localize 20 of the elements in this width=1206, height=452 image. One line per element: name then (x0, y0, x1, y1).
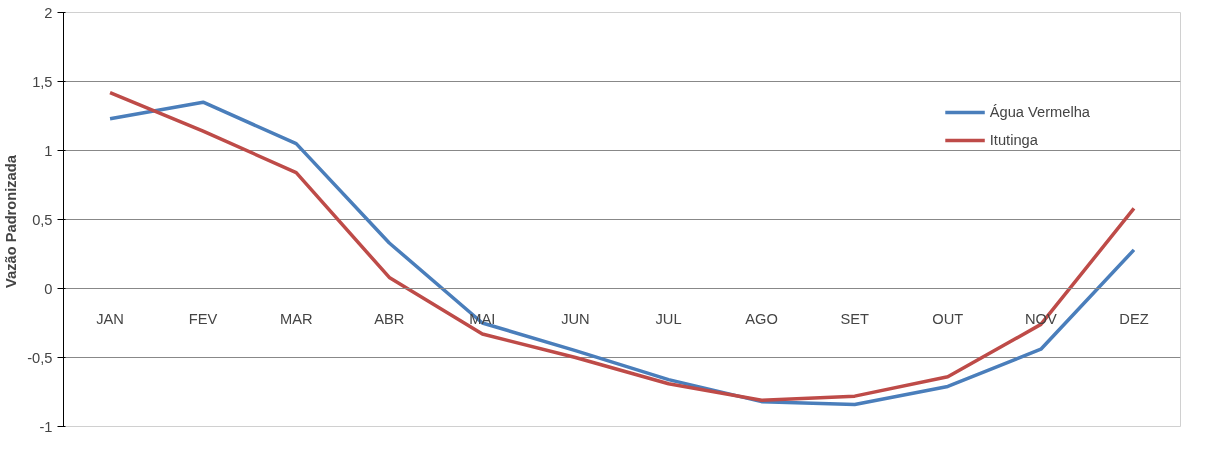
x-tick-label: OUT (932, 310, 964, 327)
y-tick-label: 0 (44, 280, 53, 297)
y-tick-label: 1 (44, 142, 53, 159)
x-tick-label: JAN (96, 310, 124, 327)
y-tick-label: 2 (44, 4, 53, 21)
y-tick-label: -1 (39, 418, 53, 435)
x-tick-label: JUN (561, 310, 590, 327)
legend-label: Itutinga (989, 132, 1038, 148)
y-tick-label: 1,5 (32, 73, 53, 90)
x-tick-label: DEZ (1119, 310, 1149, 327)
x-tick-label: SET (840, 310, 870, 327)
y-tick-label: -0,5 (27, 349, 53, 366)
legend-label: Água Vermelha (989, 104, 1090, 120)
x-tick-label: AGO (745, 310, 778, 327)
x-tick-label: MAR (279, 310, 313, 327)
y-tick-label: 0,5 (32, 211, 53, 228)
x-tick-label: FEV (188, 310, 218, 327)
x-tick-label: JUL (655, 310, 682, 327)
y-axis-title: Vazão Padronizada (3, 154, 20, 288)
x-tick-label: ABR (374, 310, 405, 327)
